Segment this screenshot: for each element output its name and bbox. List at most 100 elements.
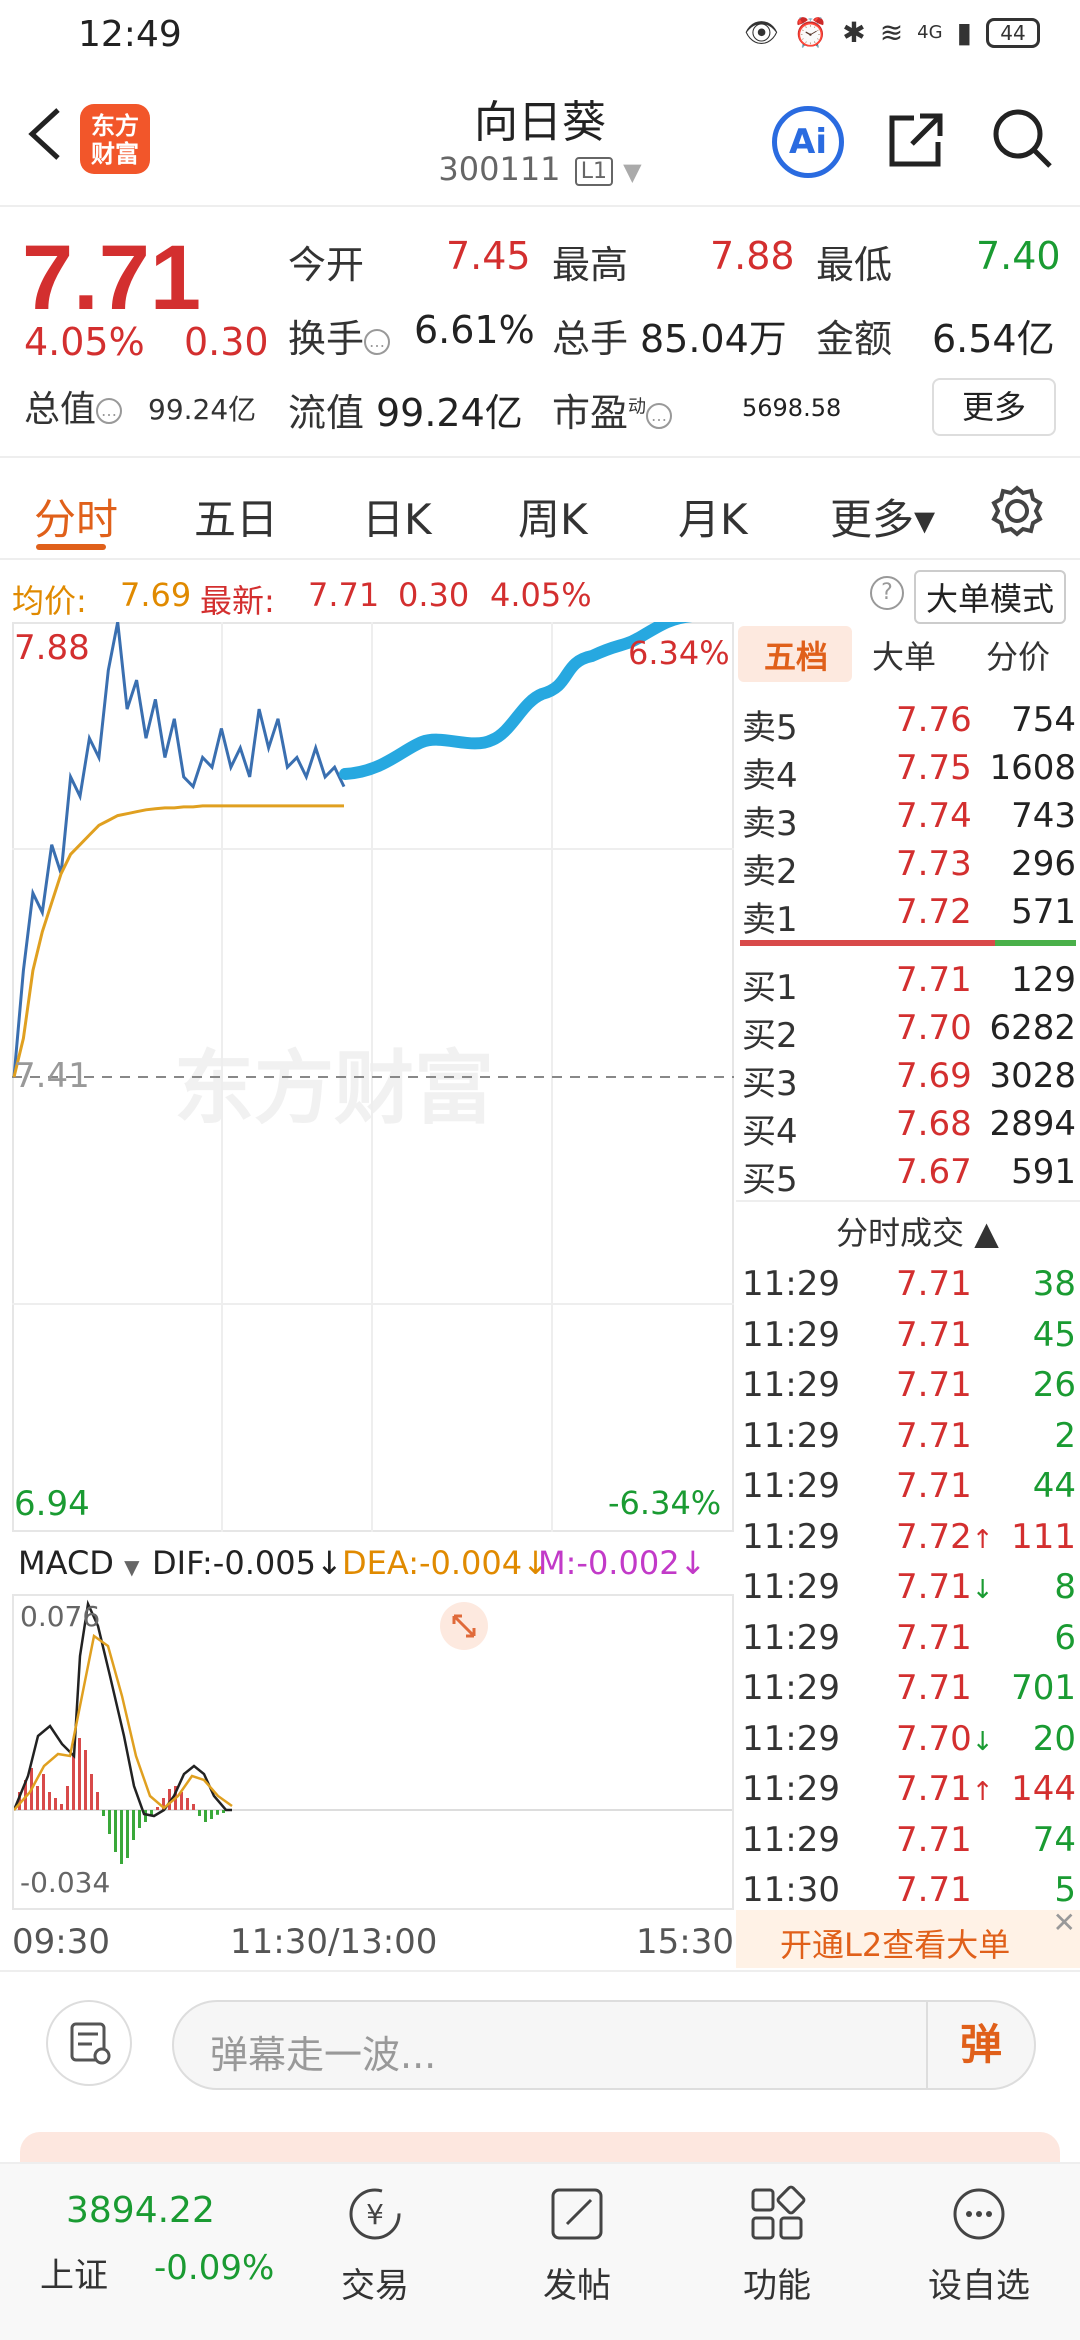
tab-five-level[interactable]: 五档: [764, 638, 829, 676]
trade-row: 11:29 7.72↑ 111: [736, 1517, 1076, 1565]
share-icon[interactable]: [884, 108, 948, 172]
bid-level: 买1: [742, 968, 798, 1008]
promo-strip[interactable]: [20, 2132, 1060, 2162]
time-axis: 09:30 11:30/13:00 15:30: [12, 1914, 734, 1964]
trade-price-value: 7.71: [896, 1668, 972, 1708]
avg-label: 均价:: [12, 582, 87, 620]
trade-price: 7.72↑: [896, 1517, 994, 1557]
volume-value: 85.04万: [640, 317, 787, 361]
current-price: 7.71: [22, 227, 202, 329]
ai-assistant-button[interactable]: Ai: [772, 106, 844, 178]
nav-functions[interactable]: 功能: [702, 2176, 852, 2307]
nav-add-watchlist[interactable]: 设自选: [904, 2176, 1054, 2307]
trade-volume: 44: [1032, 1466, 1076, 1506]
macd-chart[interactable]: 0.076 -0.034: [12, 1594, 734, 1910]
tab-daily-k[interactable]: 日K: [362, 495, 432, 544]
macd-bar: [84, 1750, 87, 1810]
ask-level: 卖4: [742, 756, 798, 796]
macd-legend: MACD ▼ DIF:-0.005↓ DEA:-0.004↓ M:-0.002↓: [12, 1536, 734, 1592]
macd-bar: [138, 1810, 141, 1828]
trade-price: 7.71: [896, 1466, 972, 1506]
tab-more[interactable]: 更多▾: [830, 495, 936, 544]
nav-post[interactable]: 发帖: [502, 2176, 652, 2307]
trade-row: 11:29 7.71↑ 144: [736, 1769, 1076, 1817]
back-icon[interactable]: [22, 102, 66, 166]
trade-price-value: 7.71: [896, 1415, 972, 1456]
tab-weekly-k[interactable]: 周K: [518, 495, 588, 544]
trade-time: 11:29: [742, 1668, 840, 1708]
expand-chart-icon[interactable]: [440, 1602, 488, 1650]
macd-bar: [186, 1798, 189, 1810]
market-cap-label: 总值…: [24, 380, 123, 432]
close-icon[interactable]: ✕: [1052, 1906, 1076, 1939]
macd-bar: [180, 1792, 183, 1810]
trade-row: 11:29 7.71 38: [736, 1264, 1076, 1312]
info-icon[interactable]: …: [646, 402, 673, 429]
trade-volume: 26: [1032, 1365, 1076, 1405]
more-button[interactable]: 更多: [932, 378, 1056, 436]
tab-monthly-k[interactable]: 月K: [678, 495, 748, 544]
ask-price: 7.75: [896, 748, 972, 788]
low-value: 7.40: [976, 234, 1061, 278]
app-header: 东方财富 向日葵 300111 L1 ▼ Ai: [0, 72, 1080, 207]
svg-text:¥: ¥: [366, 2198, 384, 2231]
bid-level: 买4: [742, 1112, 798, 1152]
danmaku-send-button[interactable]: 弹: [926, 2002, 1034, 2088]
tab-intraday[interactable]: 分时: [34, 495, 119, 544]
trade-price: 7.71: [896, 1416, 972, 1456]
macd-indicator-select[interactable]: MACD ▼: [18, 1544, 140, 1582]
trade-row: 11:29 7.71 2: [736, 1416, 1076, 1464]
trade-row: 11:29 7.71 26: [736, 1365, 1076, 1413]
ask-row: 卖3 7.74 743: [736, 796, 1076, 844]
trade-price-value: 7.71: [896, 1567, 972, 1607]
volume-label: 总手: [552, 317, 629, 361]
ask-volume: 571: [1011, 892, 1076, 932]
trades-title[interactable]: 分时成交 ▲: [836, 1208, 999, 1254]
macd-bar: [192, 1804, 195, 1810]
help-icon[interactable]: ?: [870, 576, 904, 610]
change-percent: 4.05%: [24, 320, 145, 364]
price-chart-svg: [12, 622, 734, 1532]
trade-time: 11:29: [742, 1264, 840, 1304]
macd-bar: [54, 1798, 57, 1810]
ask-level: 卖3: [742, 804, 798, 844]
dropdown-icon[interactable]: ▼: [623, 158, 642, 186]
tab-price-dist[interactable]: 分价: [986, 638, 1051, 676]
trade-row: 11:29 7.71 6: [736, 1618, 1076, 1666]
grid-lines: [12, 622, 734, 1532]
comment-settings-icon[interactable]: [46, 2000, 132, 2086]
trade-time: 11:29: [742, 1718, 840, 1759]
bid-row: 买3 7.69 3028: [736, 1056, 1076, 1104]
big-order-mode-button[interactable]: 大单模式: [914, 570, 1067, 624]
ask-price: 7.76: [896, 700, 972, 740]
nav-trade[interactable]: ¥ 交易: [300, 2176, 450, 2307]
stock-code-row[interactable]: 300111 L1 ▼: [390, 150, 690, 188]
latest-change: 0.30: [398, 576, 470, 614]
nav-add-watchlist-label: 设自选: [928, 2266, 1030, 2306]
tab-big-orders[interactable]: 大单: [872, 638, 937, 676]
ask-row: 卖1 7.72 571: [736, 892, 1076, 940]
settings-gear-icon[interactable]: [990, 484, 1044, 538]
comment-bar: 弹幕走一波... 弹: [0, 1970, 1080, 2120]
l2-promo-banner[interactable]: 开通L2查看大单 ✕: [736, 1906, 1080, 1968]
info-icon[interactable]: …: [364, 328, 391, 355]
macd-bar: [216, 1810, 219, 1815]
macd-bar: [132, 1810, 135, 1840]
info-icon[interactable]: …: [96, 398, 123, 424]
trade-price: 7.71: [896, 1668, 972, 1708]
change-amount: 0.30: [184, 320, 269, 364]
search-icon[interactable]: [988, 104, 1056, 172]
danmaku-input[interactable]: 弹幕走一波... 弹: [172, 2000, 1036, 2090]
ask-row: 卖5 7.76 754: [736, 700, 1076, 748]
pct-min-label: -6.34%: [608, 1484, 722, 1522]
tab-five-day[interactable]: 五日: [194, 495, 279, 544]
bottom-nav: 3894.22 上证 -0.09% ¥ 交易 发帖 功能 设自选: [0, 2162, 1080, 2340]
macd-chart-svg: [12, 1599, 732, 1864]
danmaku-placeholder: 弹幕走一波...: [210, 2033, 437, 2077]
float-cap-label: 流值: [288, 391, 365, 435]
ask-volume: 754: [1011, 700, 1076, 740]
bid-level: 买2: [742, 1016, 798, 1056]
index-value[interactable]: 3894.22: [66, 2190, 215, 2231]
bid-row: 买5 7.67 591: [736, 1152, 1076, 1200]
macd-y-min: -0.034: [20, 1866, 111, 1899]
